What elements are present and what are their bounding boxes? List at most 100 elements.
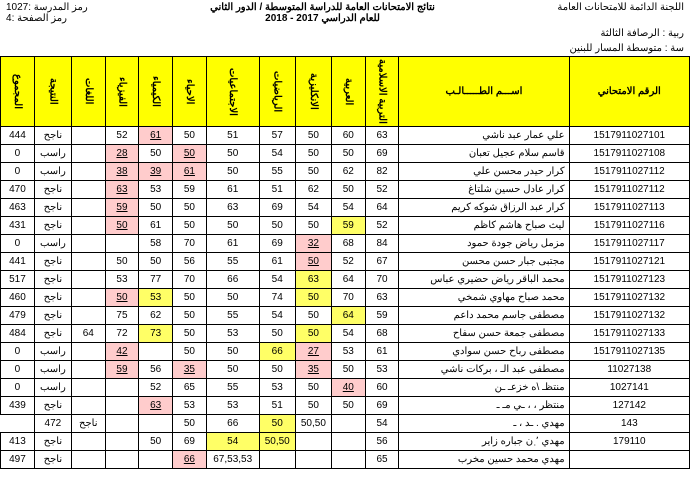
cell-score	[139, 415, 173, 433]
results-table: الرقم الامتحاني اســـم الطـــــالـب التر…	[0, 56, 690, 469]
cell-score: 53	[206, 325, 259, 343]
cell-score: 50	[331, 181, 365, 199]
cell-score: 50	[173, 127, 207, 145]
cell-score: 470	[1, 181, 35, 199]
cell-score	[71, 379, 105, 397]
cell-score: 53	[259, 379, 295, 397]
cell-score: 50	[295, 289, 331, 307]
cell-score: 497	[1, 451, 35, 469]
col-chemistry: الكيمياء	[139, 57, 173, 127]
cell-score: ناجح	[34, 325, 71, 343]
cell-score: 0	[1, 235, 35, 253]
cell-score: 56	[139, 361, 173, 379]
cell-score: 69	[365, 145, 399, 163]
cell-score: 54	[295, 199, 331, 217]
cell-exam-no: 127142	[569, 397, 689, 415]
cell-student-name: منتظر ، ، ـي مـ ـ	[399, 397, 569, 415]
cell-score	[71, 433, 105, 451]
cell-score: 50	[331, 397, 365, 415]
table-body: 1517911027101علي عمار عبد ناشي6360505751…	[1, 127, 690, 469]
cell-score: 50	[105, 289, 139, 307]
cell-score: 69	[365, 397, 399, 415]
cell-score	[71, 145, 105, 163]
cell-score: 50	[173, 217, 207, 235]
school-code-label: رمز المدرسة :	[28, 2, 87, 13]
cell-score: 61	[139, 217, 173, 235]
cell-score: 63	[295, 271, 331, 289]
col-biology: الاحياء	[173, 57, 207, 127]
cell-student-name: كرار عادل حسين شلتاغ	[399, 181, 569, 199]
cell-student-name: مصطفى جمعة حسن سفاح	[399, 325, 569, 343]
cell-score: 50	[173, 289, 207, 307]
cell-score: 61	[173, 163, 207, 181]
cell-score: 35	[295, 361, 331, 379]
cell-score: راسب	[34, 343, 71, 361]
cell-score: 73	[139, 325, 173, 343]
cell-score: 472	[34, 415, 71, 433]
cell-score	[71, 397, 105, 415]
cell-score: 0	[1, 145, 35, 163]
cell-score: 56	[173, 253, 207, 271]
cell-score: 38	[105, 163, 139, 181]
cell-score: 55	[206, 307, 259, 325]
title-line2: للعام الدراسي 2017 - 2018	[210, 13, 435, 24]
cell-student-name: مصطفى جاسم محمد داعم	[399, 307, 569, 325]
cell-score: 52	[105, 127, 139, 145]
cell-score	[139, 343, 173, 361]
cell-exam-no: 179110	[569, 433, 689, 451]
cell-score: 59	[105, 199, 139, 217]
cell-score: 59	[331, 217, 365, 235]
cell-score	[139, 451, 173, 469]
cell-score: 50	[139, 433, 173, 451]
cell-score: 63	[105, 181, 139, 199]
cell-score: 66	[206, 271, 259, 289]
cell-score: 67	[365, 253, 399, 271]
cell-score: 74	[259, 289, 295, 307]
cell-score: راسب	[34, 361, 71, 379]
cell-score: 68	[365, 325, 399, 343]
cell-student-name: محمد صباح مهاوي شمخي	[399, 289, 569, 307]
cell-score: 52	[331, 253, 365, 271]
table-row: 1517911027117مزمل رياض جودة حمود84683269…	[1, 235, 690, 253]
cell-score: 50	[206, 145, 259, 163]
cell-score: 69	[173, 433, 207, 451]
cell-student-name: مصطفى عبد الـ ، بركات ناشي	[399, 361, 569, 379]
cell-score: 50	[206, 361, 259, 379]
cell-score	[105, 451, 139, 469]
cell-score	[105, 235, 139, 253]
cell-score: 50	[105, 217, 139, 235]
cell-score: 53	[139, 181, 173, 199]
cell-score: 50	[173, 307, 207, 325]
cell-score: 66	[259, 343, 295, 361]
cell-score: 51	[206, 127, 259, 145]
cell-score: 32	[295, 235, 331, 253]
cell-score: 50	[295, 307, 331, 325]
cell-score: 413	[1, 433, 35, 451]
cell-score	[71, 163, 105, 181]
cell-student-name: مجتبى جبار حسن محسن	[399, 253, 569, 271]
col-arabic: العربية	[331, 57, 365, 127]
cell-score: 65	[173, 379, 207, 397]
cell-score: 50	[206, 289, 259, 307]
cell-score: 484	[1, 325, 35, 343]
cell-student-name: منتظـ \ه خزعـ ـن	[399, 379, 569, 397]
cell-score: 431	[1, 217, 35, 235]
cell-student-name: محمد الباقر رياض حضيري عباس	[399, 271, 569, 289]
cell-student-name: مهدي محمد حسين مخرب	[399, 451, 569, 469]
table-row: 143مهدي . ـد ، ـ5450,50506650ناجح472	[1, 415, 690, 433]
cell-score: 75	[105, 307, 139, 325]
cell-score: 63	[206, 199, 259, 217]
cell-score: 50	[173, 325, 207, 343]
cell-score: 66	[173, 451, 207, 469]
cell-score	[259, 451, 295, 469]
cell-score: راسب	[34, 145, 71, 163]
cell-score: 61	[206, 181, 259, 199]
cell-score: 56	[365, 433, 399, 451]
page-label: رمز الصفحة :	[12, 13, 67, 24]
cell-score: 65	[365, 451, 399, 469]
cell-score: 84	[365, 235, 399, 253]
cell-score: 66	[206, 415, 259, 433]
table-row: 1517911027132مصطفى جاسم محمد داعم5964505…	[1, 307, 690, 325]
cell-score: ناجح	[34, 199, 71, 217]
cell-score: 50	[139, 253, 173, 271]
